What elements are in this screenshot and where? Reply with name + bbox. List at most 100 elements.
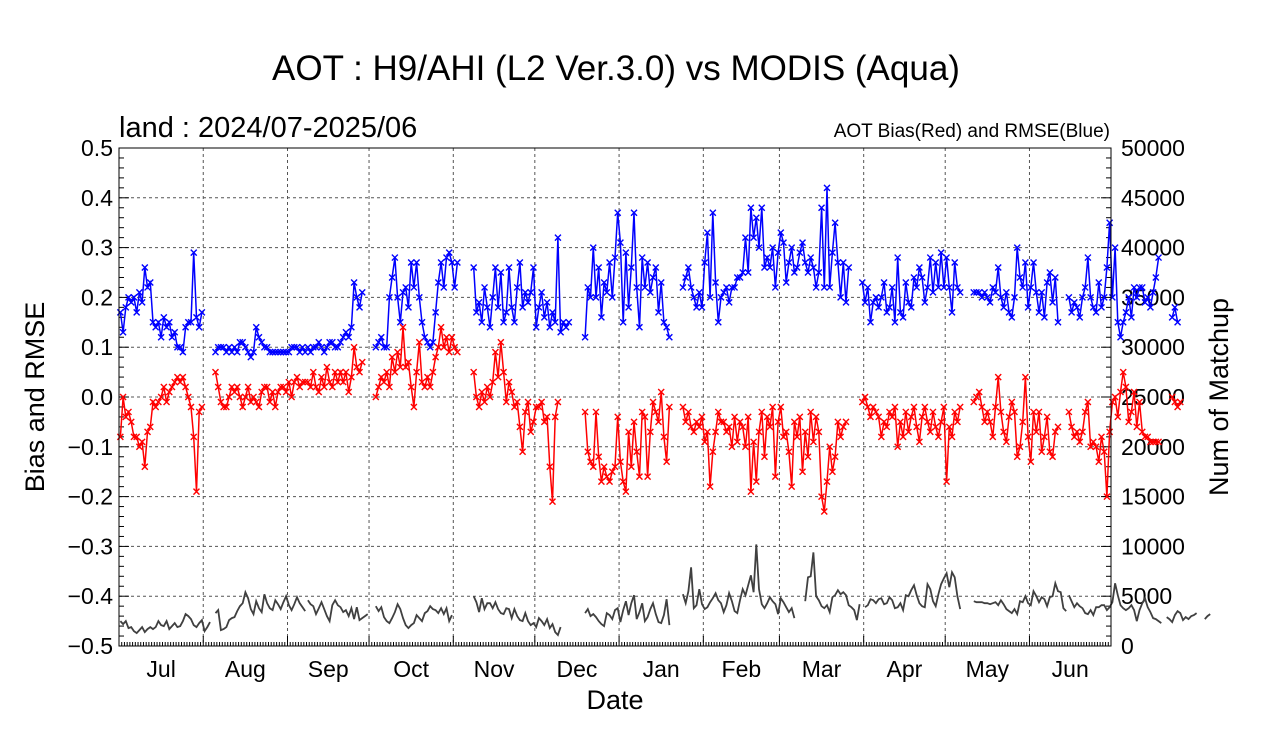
data-point <box>622 488 630 496</box>
data-point <box>407 259 415 267</box>
data-point <box>774 249 782 257</box>
data-point <box>646 428 654 436</box>
data-point <box>138 298 146 306</box>
data-point <box>812 413 820 421</box>
data-point <box>937 249 945 257</box>
data-point <box>1174 318 1182 326</box>
data-point <box>1127 313 1135 321</box>
data-point <box>652 264 660 272</box>
data-point <box>184 318 192 326</box>
data-point <box>1155 254 1163 262</box>
data-point <box>491 348 499 356</box>
data-point <box>519 303 527 311</box>
data-point <box>385 383 393 391</box>
data-point <box>989 283 997 291</box>
data-point <box>1005 413 1013 421</box>
series-line <box>472 237 570 333</box>
y-tick-label: −0.3 <box>68 533 113 559</box>
grid-lines <box>119 148 1111 646</box>
data-point <box>801 428 809 436</box>
data-point <box>1089 303 1097 311</box>
y-tick-label: 0.0 <box>81 384 113 410</box>
data-point <box>842 298 850 306</box>
data-point <box>559 318 567 326</box>
data-point <box>1171 303 1179 311</box>
data-point <box>263 343 271 351</box>
data-point <box>869 403 877 411</box>
data-point <box>233 383 241 391</box>
data-point <box>328 383 336 391</box>
data-point <box>432 353 440 361</box>
data-point <box>331 343 339 351</box>
data-point <box>799 468 807 476</box>
data-point <box>222 348 230 356</box>
data-point <box>157 333 165 341</box>
data-point <box>309 368 317 376</box>
series-line <box>472 342 559 502</box>
data-point <box>146 423 154 431</box>
data-point <box>597 313 605 321</box>
data-point <box>399 288 407 296</box>
y2-tick-label: 10000 <box>1121 533 1185 559</box>
data-point <box>782 278 790 286</box>
data-point <box>951 408 959 416</box>
data-point <box>886 303 893 311</box>
data-point <box>312 343 320 351</box>
data-point <box>818 204 826 212</box>
data-point <box>250 348 258 356</box>
data-point <box>899 433 907 441</box>
data-point <box>793 264 801 272</box>
data-point <box>717 418 725 426</box>
data-point <box>1035 308 1043 316</box>
data-point <box>538 398 546 406</box>
data-point <box>282 388 290 396</box>
data-point <box>720 288 728 296</box>
data-point <box>116 433 124 441</box>
data-point <box>244 348 252 356</box>
data-point <box>445 348 453 356</box>
data-point <box>1068 423 1076 431</box>
data-point <box>502 308 510 316</box>
data-point <box>815 269 823 276</box>
data-point <box>731 283 739 291</box>
data-point <box>497 269 505 276</box>
data-point <box>231 343 239 351</box>
data-point <box>516 259 524 267</box>
data-point <box>266 348 274 356</box>
data-point <box>1070 433 1078 441</box>
data-point <box>1092 443 1100 451</box>
data-point <box>1136 398 1144 406</box>
data-point <box>807 408 815 416</box>
data-point <box>649 398 657 406</box>
x-tick-label: Apr <box>887 656 923 682</box>
data-point <box>192 313 200 321</box>
data-point <box>869 298 877 306</box>
data-point <box>451 343 459 351</box>
data-point <box>252 398 260 406</box>
series-line <box>682 187 850 323</box>
data-point <box>532 323 540 331</box>
data-point <box>717 293 725 301</box>
data-point <box>600 463 608 471</box>
data-point <box>809 438 817 446</box>
data-point <box>880 418 888 426</box>
data-point <box>451 283 459 291</box>
data-point <box>953 283 961 291</box>
data-point <box>500 368 508 376</box>
data-point <box>326 378 334 386</box>
data-point <box>293 373 301 381</box>
data-point <box>247 353 255 361</box>
data-point <box>1005 308 1013 316</box>
data-point <box>426 383 434 391</box>
data-point <box>630 209 638 217</box>
data-point <box>712 428 720 436</box>
data-point <box>611 463 619 471</box>
data-point <box>619 478 627 486</box>
data-point <box>168 333 176 341</box>
data-point <box>182 323 190 331</box>
data-point <box>641 283 649 291</box>
data-point <box>483 303 491 311</box>
data-point <box>1100 293 1108 301</box>
data-point <box>1114 413 1122 421</box>
series-line <box>1166 609 1198 624</box>
